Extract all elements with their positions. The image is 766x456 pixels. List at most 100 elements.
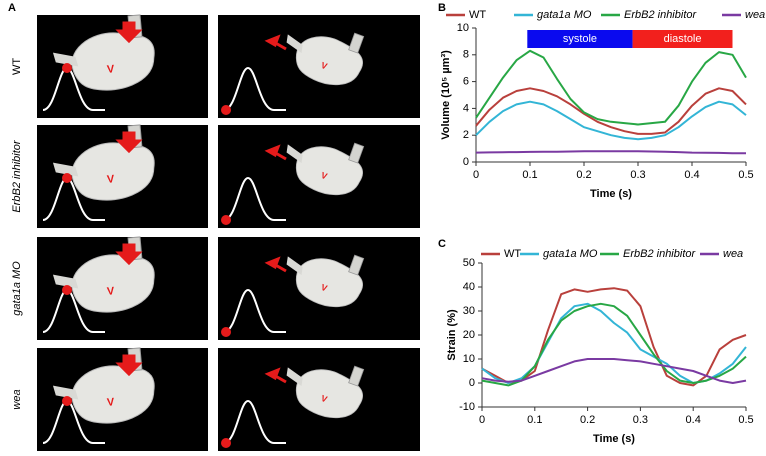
series-line bbox=[481, 287, 747, 387]
series-line bbox=[481, 302, 747, 384]
heart-body bbox=[71, 254, 155, 313]
heart-tract bbox=[286, 256, 303, 276]
heart-tract bbox=[286, 34, 303, 54]
x-tick-label: 0.1 bbox=[527, 414, 542, 426]
cycle-dot bbox=[221, 438, 231, 448]
red-arrow bbox=[264, 256, 287, 273]
heart-tract bbox=[52, 385, 79, 400]
ventricle-label: V bbox=[106, 63, 115, 76]
red-arrow bbox=[264, 367, 287, 384]
cycle-dot bbox=[62, 285, 72, 295]
y-tick-label: 40 bbox=[463, 281, 475, 293]
y-tick-label: -10 bbox=[459, 401, 475, 413]
series-line bbox=[481, 358, 747, 384]
x-tick-label: 0 bbox=[479, 414, 485, 426]
ventricle-label: V bbox=[320, 393, 329, 404]
y-tick-label: 30 bbox=[463, 305, 475, 317]
red-arrow bbox=[264, 34, 287, 51]
x-axis-label: Time (s) bbox=[593, 433, 635, 445]
heart-tract bbox=[52, 162, 79, 177]
x-axis-label: Time (s) bbox=[590, 188, 632, 200]
heart-body bbox=[295, 369, 364, 419]
heart-outflow bbox=[348, 142, 365, 164]
legend-label: wea bbox=[723, 248, 743, 260]
series-line bbox=[481, 302, 747, 387]
x-tick-label: 0 bbox=[473, 169, 479, 181]
y-axis-label: Strain (%) bbox=[446, 309, 458, 361]
heart-tract bbox=[52, 52, 79, 67]
heart-body bbox=[295, 258, 364, 308]
cycle-dot bbox=[62, 63, 72, 73]
x-tick-label: 0.4 bbox=[684, 169, 699, 181]
heart-tract bbox=[52, 274, 79, 289]
cycle-dot bbox=[62, 396, 72, 406]
x-tick-label: 0.1 bbox=[522, 169, 537, 181]
cycle-dot bbox=[221, 215, 231, 225]
ventricle-label: V bbox=[320, 282, 329, 293]
ventricle-label: V bbox=[106, 173, 115, 186]
heart-outflow bbox=[348, 32, 365, 54]
ventricle-label: V bbox=[320, 170, 329, 181]
x-tick-label: 0.2 bbox=[576, 169, 591, 181]
row-label: gata1a MO bbox=[11, 261, 23, 316]
heart-render: V bbox=[286, 32, 365, 86]
cycle-dot bbox=[62, 173, 72, 183]
series-line bbox=[475, 49, 747, 126]
x-tick-label: 0.5 bbox=[738, 414, 753, 426]
phase-label: systole bbox=[563, 33, 597, 45]
phase-box bbox=[527, 30, 633, 48]
red-arrow bbox=[115, 243, 143, 266]
heart-render: V bbox=[52, 124, 155, 201]
heart-render: V bbox=[286, 254, 365, 308]
heart-body bbox=[71, 365, 155, 424]
heart-tract bbox=[286, 367, 303, 387]
cycle-curve bbox=[223, 288, 286, 333]
legend-label: ErbB2 inhibitor bbox=[623, 248, 696, 260]
y-tick-label: 6 bbox=[463, 76, 469, 88]
legend-label: gata1a MO bbox=[543, 248, 598, 260]
y-tick-label: 0 bbox=[463, 156, 469, 168]
series-line bbox=[475, 150, 747, 155]
legend-label: gata1a MO bbox=[537, 9, 592, 21]
legend-label: WT bbox=[469, 9, 486, 21]
red-arrow bbox=[115, 131, 143, 154]
cycle-curve bbox=[223, 66, 286, 111]
x-tick-label: 0.2 bbox=[580, 414, 595, 426]
red-arrow bbox=[115, 21, 143, 44]
row-label: ErbB2 inhibitor bbox=[11, 139, 23, 212]
heart-body bbox=[295, 146, 364, 196]
heart-render: V bbox=[286, 365, 365, 419]
ventricle-label: V bbox=[106, 396, 115, 409]
cycle-dot bbox=[221, 327, 231, 337]
phase-label: diastole bbox=[664, 33, 702, 45]
ventricle-label: V bbox=[106, 285, 115, 298]
red-arrow bbox=[115, 354, 143, 377]
legend-label: WT bbox=[504, 248, 521, 260]
series-line bbox=[475, 100, 747, 141]
heart-body bbox=[295, 36, 364, 86]
y-tick-label: 20 bbox=[463, 329, 475, 341]
x-tick-label: 0.3 bbox=[630, 169, 645, 181]
cycle-curve bbox=[223, 176, 286, 221]
phase-box bbox=[632, 30, 733, 48]
y-tick-label: 0 bbox=[469, 377, 475, 389]
cycle-curve bbox=[223, 399, 286, 444]
legend-label: wea bbox=[745, 9, 765, 21]
y-axis-label: Volume (10⁵ µm³) bbox=[440, 50, 452, 140]
row-label: wea bbox=[11, 389, 23, 409]
y-tick-label: 10 bbox=[457, 22, 469, 34]
y-tick-label: 50 bbox=[463, 257, 475, 269]
heart-outflow bbox=[348, 254, 365, 276]
series-line bbox=[475, 87, 747, 135]
heart-render: V bbox=[286, 142, 365, 196]
y-tick-label: 8 bbox=[463, 49, 469, 61]
ventricle-label: V bbox=[320, 60, 329, 71]
x-tick-label: 0.3 bbox=[633, 414, 648, 426]
legend-label: ErbB2 inhibitor bbox=[624, 9, 697, 21]
red-arrow bbox=[264, 144, 287, 161]
x-tick-label: 0.4 bbox=[686, 414, 701, 426]
heart-body bbox=[71, 142, 155, 201]
heart-body bbox=[71, 32, 155, 91]
heart-tract bbox=[286, 144, 303, 164]
